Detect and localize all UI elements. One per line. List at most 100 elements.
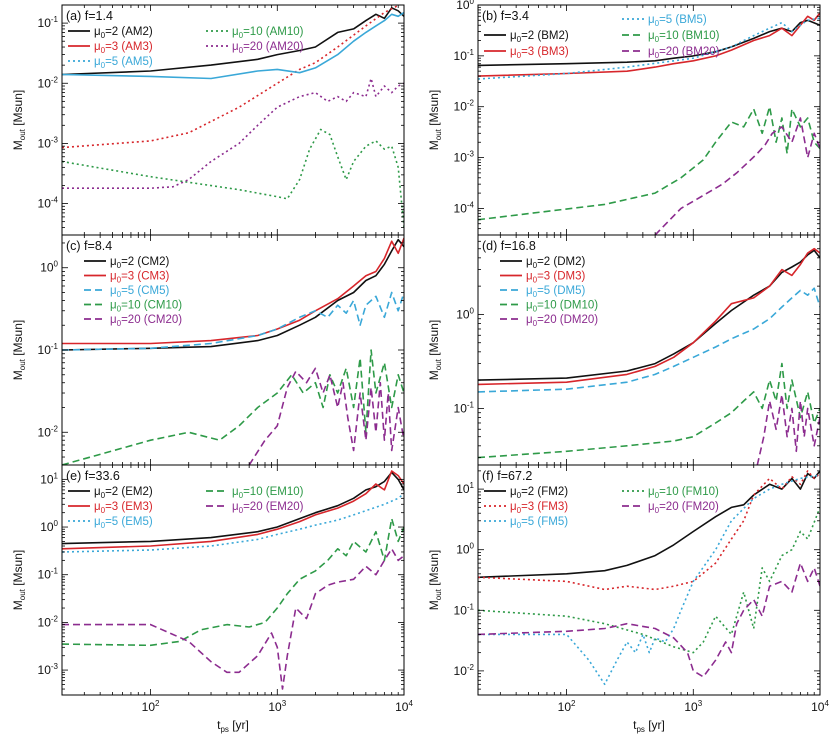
legend: μ0=2 (EM2)μ0=3 (EM3)μ0=5 (EM5) μ0=10 (EM1…	[68, 486, 304, 530]
series-group	[62, 5, 404, 228]
x-axis-label: tps [yr]	[633, 718, 665, 734]
series-line-FM10	[478, 507, 820, 654]
y-tick-label: 100	[456, 306, 474, 321]
series-line-CM20	[248, 367, 404, 465]
series-line-DM3	[478, 247, 820, 386]
series-line-FM2	[478, 470, 820, 579]
plot-frame	[61, 4, 405, 236]
series-line-CM10	[62, 349, 404, 465]
y-axis-label: Mout [Msun]	[427, 320, 443, 380]
y-tick-label: 10-2	[38, 75, 59, 90]
y-tick-label: 101	[40, 471, 58, 486]
series-line-BM3	[478, 12, 820, 77]
legend-label: μ0=20 (EM20)	[232, 501, 304, 515]
panel-title: (d) f=16.8	[482, 239, 536, 253]
x-tick-label: 102	[558, 699, 576, 714]
series-line-AM5	[62, 11, 404, 80]
legend-label: μ0=20 (FM20)	[648, 501, 719, 515]
legend: μ0=2 (FM2)μ0=3 (FM3)μ0=5 (FM5) μ0=10 (FM1…	[484, 486, 719, 530]
series-line-EM10	[62, 517, 404, 647]
legend-label: μ0=20 (BM20)	[648, 46, 720, 60]
series-line-BM20	[654, 117, 820, 235]
y-tick-label: 100	[456, 0, 474, 12]
y-tick-label: 100	[40, 519, 58, 534]
y-axis-label: Mout [Msun]	[11, 90, 27, 150]
series-line-DM20	[756, 393, 820, 465]
plot-frame	[61, 464, 405, 696]
y-tick-label: 10-3	[454, 150, 475, 165]
x-tick-label: 104	[395, 699, 413, 714]
y-tick-label: 10-1	[454, 400, 475, 415]
y-tick-label: 10-1	[454, 48, 475, 63]
x-tick-label: 102	[142, 699, 160, 714]
series-line-AM10	[62, 128, 404, 228]
series-group	[62, 470, 404, 690]
series-line-DM10	[478, 362, 820, 459]
y-axis-label: Mout [Msun]	[427, 90, 443, 150]
panel-title: (f) f=67.2	[482, 469, 532, 483]
legend-label: μ0=2 (CM2)	[110, 256, 170, 270]
legend-label: μ0=2 (DM2)	[526, 256, 586, 270]
series-group	[478, 247, 820, 465]
series-group	[62, 237, 404, 465]
y-tick-label: 10-1	[454, 602, 475, 617]
y-tick-label: 10-2	[454, 663, 475, 678]
y-tick-label: 100	[40, 260, 58, 275]
series-line-CM3	[62, 237, 404, 345]
legend-label: μ0=3 (FM3)	[510, 501, 568, 515]
legend-label: μ0=10 (AM10)	[232, 26, 304, 40]
x-tick-label: 104	[811, 699, 829, 714]
legend-label: μ0=3 (EM3)	[94, 501, 153, 515]
series-line-CM2	[62, 238, 404, 351]
legend-label: μ0=5 (BM5)	[648, 14, 707, 28]
y-tick-label: 101	[456, 481, 474, 496]
panel-title: (b) f=3.4	[482, 9, 529, 23]
panel-b: 100 10-1 10-2 10-3 10-4 Mout [Msun] (b) f=3.4 μ…	[427, 0, 821, 236]
legend-label: μ0=2 (EM2)	[94, 486, 153, 500]
y-tick-label: 10-4	[454, 200, 475, 215]
panel-f: 101 100 10-1 10-2 102 103 104 Mout [Msun] tps [y…	[427, 464, 829, 734]
x-tick-label: 103	[268, 699, 286, 714]
legend-label: μ0=5 (EM5)	[94, 516, 153, 530]
series-group	[478, 12, 820, 235]
panel-title: (c) f=8.4	[66, 239, 112, 253]
legend: μ0=2 (DM2)μ0=3 (DM3)μ0=5 (DM5)μ0=10 (DM1…	[500, 256, 598, 328]
legend-label: μ0=20 (DM20)	[526, 314, 598, 328]
legend: μ0=2 (CM2)μ0=3 (CM3)μ0=5 (CM5)μ0=10 (CM1…	[84, 256, 182, 328]
series-line-EM3	[62, 470, 404, 550]
legend-label: μ0=10 (CM10)	[110, 300, 182, 314]
legend-label: μ0=3 (CM3)	[110, 271, 170, 285]
panel-title: (a) f=1.4	[66, 9, 113, 23]
series-group	[478, 470, 820, 686]
y-tick-label: 10-4	[38, 196, 59, 211]
y-tick-label: 10-1	[38, 567, 59, 582]
y-tick-label: 100	[456, 542, 474, 557]
legend: μ0=2 (AM2)μ0=3 (AM3)μ0=5 (AM5) μ0=10 (AM1…	[68, 26, 304, 70]
panel-a: 10-1 10-2 10-3 10-4 Mout [Msun] (a) f=1.4 μ0=2…	[11, 4, 405, 236]
x-axis-label: tps [yr]	[217, 718, 249, 734]
plot-frame	[477, 234, 821, 466]
panel-c: 100 10-1 10-2 Mout [Msun] (c) f=8.4 μ0=2 (CM2…	[11, 234, 405, 466]
series-line-AM3	[62, 5, 401, 149]
legend-label: μ0=3 (BM3)	[510, 46, 569, 60]
y-tick-label: 10-2	[38, 424, 59, 439]
series-line-FM5	[478, 474, 820, 686]
y-axis-label: Mout [Msun]	[11, 550, 27, 610]
series-line-AM2	[62, 7, 404, 76]
series-line-EM20	[62, 547, 404, 690]
series-line-DM5	[478, 287, 820, 393]
y-axis-label: Mout [Msun]	[427, 550, 443, 610]
x-tick-label: 103	[684, 699, 702, 714]
plot-frame	[477, 464, 821, 696]
legend-label: μ0=10 (FM10)	[648, 486, 719, 500]
legend-label: μ0=20 (CM20)	[110, 314, 182, 328]
legend: μ0=2 (BM2) μ0=3 (BM3) μ0=5 (BM5) μ0=10 (BM1…	[484, 14, 720, 60]
legend-label: μ0=20 (AM20)	[232, 41, 304, 55]
y-tick-label: 10-2	[454, 99, 475, 114]
legend-label: μ0=5 (AM5)	[94, 56, 153, 70]
legend-label: μ0=3 (DM3)	[526, 271, 586, 285]
series-line-FM20	[478, 562, 820, 678]
legend-label: μ0=10 (DM10)	[526, 300, 598, 314]
